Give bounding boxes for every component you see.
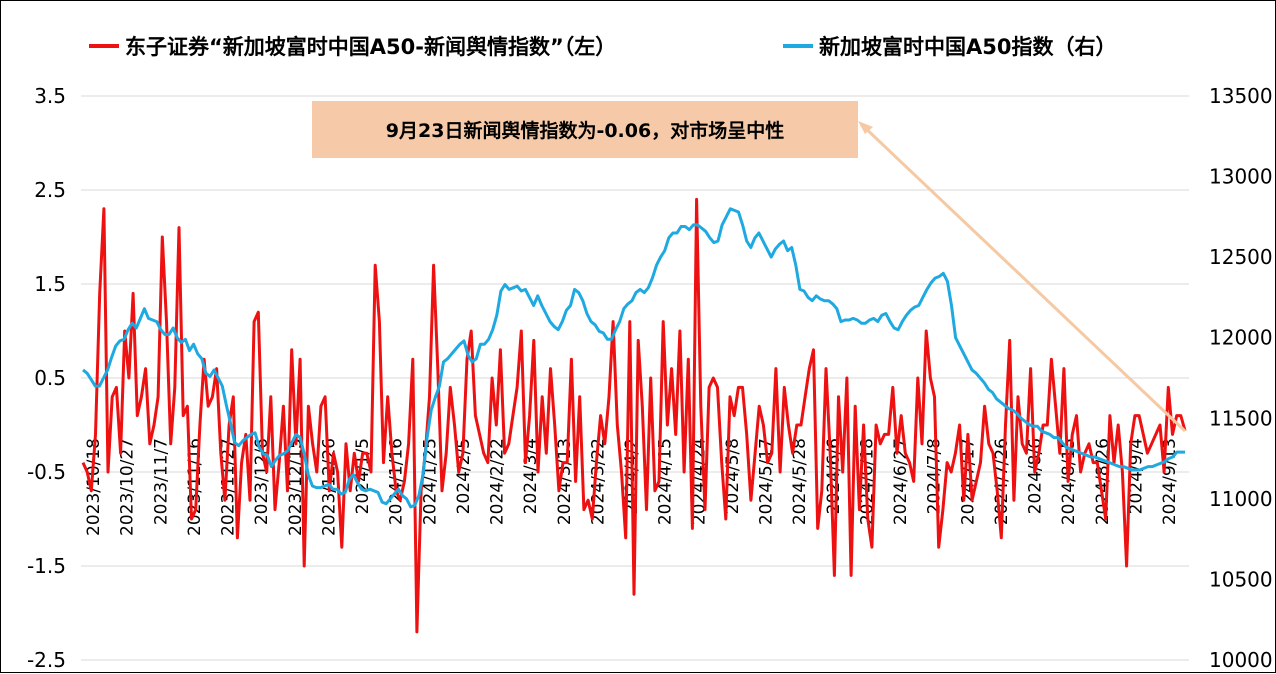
y-right-tick-label: 11500 [1209, 406, 1273, 430]
x-tick-label: 2024/6/6 [824, 438, 844, 514]
legend: 东子证券“新加坡富时中国A50-新闻舆情指数”（左） 新加坡富时中国A50指数（右… [89, 35, 1116, 59]
legend-label-sentiment: 东子证券“新加坡富时中国A50-新闻舆情指数”（左） [125, 35, 616, 59]
annotation: 9月23日新闻舆情指数为-0.06，对市场呈中性 [312, 101, 1187, 433]
y-left-tick-label: -1.5 [27, 554, 66, 578]
x-tick-label: 2024/7/8 [925, 438, 945, 514]
a50-index-line [82, 207, 1185, 509]
annotation-text: 9月23日新闻舆情指数为-0.06，对市场呈中性 [386, 119, 784, 142]
y-right-tick-label: 13500 [1209, 84, 1273, 108]
y-axis-left: 3.5 2.5 1.5 0.5 -0.5 -1.5 -2.5 [27, 84, 66, 672]
x-tick-label: 2024/6/27 [891, 438, 911, 525]
y-right-tick-label: 10500 [1209, 567, 1273, 591]
x-tick-label: 2023/11/7 [151, 438, 171, 525]
x-tick-label: 2024/8/6 [1026, 438, 1046, 514]
series-lines [81, 197, 1187, 634]
x-tick-label: 2023/10/18 [84, 438, 104, 536]
y-right-tick-label: 10000 [1209, 648, 1273, 672]
annotation-box [312, 101, 858, 158]
x-tick-label: 2024/2/5 [454, 438, 474, 514]
y-right-tick-label: 12000 [1209, 326, 1273, 350]
y-left-tick-label: -0.5 [27, 460, 66, 484]
y-right-tick-label: 12500 [1209, 245, 1273, 269]
x-tick-label: 2024/5/17 [757, 438, 777, 525]
x-tick-label: 2024/5/28 [790, 438, 810, 525]
sentiment-index-line [81, 197, 1187, 634]
y-left-tick-label: 3.5 [34, 84, 66, 108]
x-tick-label: 2024/3/13 [555, 438, 575, 525]
y-right-tick-label: 13000 [1209, 165, 1273, 189]
x-tick-label: 2023/10/27 [118, 438, 138, 536]
y-left-tick-label: 0.5 [34, 366, 66, 390]
x-tick-label: 2024/2/22 [488, 438, 508, 525]
y-axis-right: 13500 13000 12500 12000 11500 11000 10500 10000 [1209, 84, 1273, 672]
x-tick-label: 2024/7/17 [958, 438, 978, 525]
x-tick-label: 2023/11/27 [219, 438, 239, 536]
y-right-tick-label: 11000 [1209, 487, 1273, 511]
y-left-tick-label: 1.5 [34, 272, 66, 296]
legend-label-a50: 新加坡富时中国A50指数（右） [819, 35, 1116, 59]
y-left-tick-label: -2.5 [27, 648, 66, 672]
annotation-arrow-head [858, 121, 873, 134]
y-left-tick-label: 2.5 [34, 178, 66, 202]
annotation-arrow [859, 122, 1187, 433]
